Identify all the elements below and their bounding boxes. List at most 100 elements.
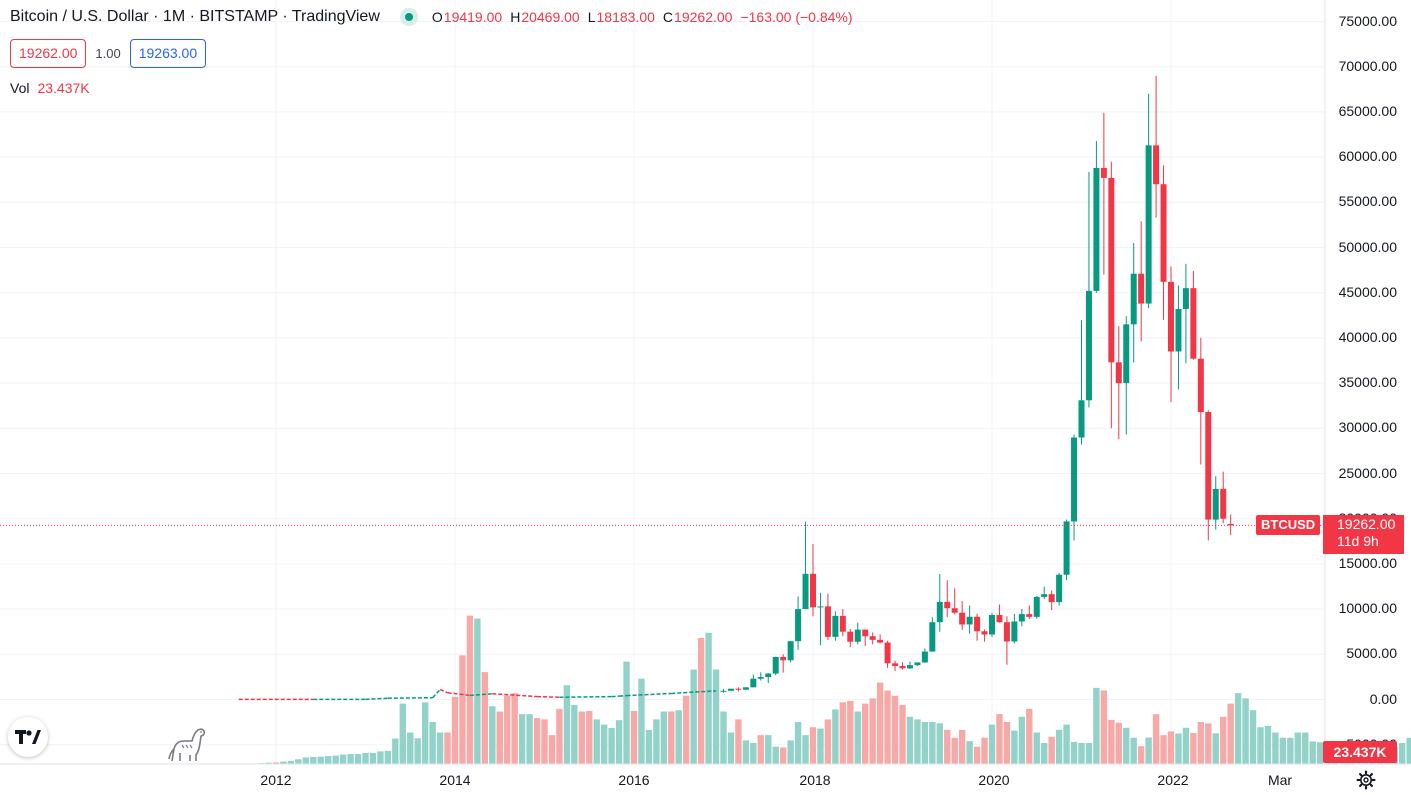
symbol-title[interactable]: Bitcoin / U.S. Dollar · 1M · BITSTAMP · … [10, 8, 380, 25]
price-line-segment [611, 695, 620, 698]
candle [1078, 320, 1085, 445]
buy-price-button[interactable]: 19263.00 [129, 39, 207, 68]
candle [854, 622, 861, 645]
ticker-tag: BTCUSD [1256, 515, 1321, 535]
volume-bar [1100, 690, 1108, 764]
volume-bar [623, 661, 630, 764]
volume-bar [489, 706, 496, 764]
volume-bar [914, 719, 921, 764]
candle [921, 648, 928, 663]
volume-bar [1137, 746, 1145, 764]
candle [1071, 434, 1078, 541]
candle [1205, 410, 1212, 541]
volume-bar [1182, 727, 1190, 764]
volume-bar [1279, 737, 1287, 764]
sell-price-button[interactable]: 19262.00 [10, 39, 87, 68]
volume-bar [1234, 693, 1242, 764]
volume-bar [847, 701, 854, 764]
volume-bar [1220, 716, 1227, 764]
volume-bar [1197, 722, 1205, 764]
last-price-value: 19262.00 [1337, 516, 1396, 532]
volume-bar [1152, 714, 1160, 764]
candle [1182, 263, 1189, 364]
symbol-legend[interactable]: Bitcoin / U.S. Dollar · 1M · BITSTAMP · … [10, 8, 853, 26]
candle [787, 641, 794, 663]
volume-bar [839, 702, 847, 764]
volume-bar [556, 708, 563, 764]
time-axis[interactable]: 2012 2014 2016 2018 2020 2022 Mar [0, 764, 1325, 795]
candle [832, 611, 839, 641]
candle [989, 612, 995, 638]
volume-bar [1070, 741, 1078, 764]
candle [1026, 605, 1033, 620]
volume-bar [862, 703, 869, 764]
volume-bar [958, 729, 966, 764]
volume-bar [630, 710, 638, 764]
volume-bar [421, 702, 429, 764]
volume-bar [757, 735, 764, 764]
last-price-tag: 19262.00 11d 9h [1323, 515, 1404, 554]
price-line-segment [365, 697, 388, 701]
spread-value: 1.00 [95, 46, 121, 61]
volume-bar [1115, 722, 1122, 764]
volume-bar [1018, 716, 1026, 764]
volume-bar [988, 724, 996, 764]
price-line-segment [432, 689, 441, 699]
candle [1063, 519, 1070, 581]
volume-tag: 23.437K [1323, 741, 1397, 763]
candle [914, 662, 921, 667]
volume-bar [541, 719, 548, 764]
price-line-segment [492, 693, 538, 698]
candle [1100, 112, 1107, 275]
volume-bar [518, 714, 526, 764]
candle [974, 613, 981, 641]
volume-bar [1406, 737, 1411, 764]
candlestick-series [720, 75, 1234, 693]
volume-bar [332, 755, 339, 764]
dinosaur-icon[interactable] [168, 727, 210, 763]
close-value: 19262.00 [674, 9, 733, 25]
volume-bar [884, 690, 891, 764]
volume-bar [1123, 727, 1130, 764]
candle [1041, 586, 1048, 600]
volume-bar [600, 724, 608, 764]
tradingview-logo-icon [15, 730, 41, 744]
candle [765, 673, 772, 683]
volume-bar [638, 678, 645, 764]
volume-bar [891, 695, 899, 764]
volume-bar [1108, 719, 1115, 764]
volume-bar [1175, 733, 1182, 764]
low-key: L [587, 9, 596, 25]
candle [1108, 161, 1115, 429]
volume-bar [802, 735, 809, 764]
volume-bar [1212, 733, 1219, 764]
volume-bar [354, 754, 362, 764]
volume-bar [1227, 703, 1234, 764]
ohlc-values: O19419.00 H20469.00 L18183.00 C19262.00 … [432, 9, 853, 25]
candle [1048, 590, 1055, 611]
volume-bar [697, 638, 705, 764]
tradingview-logo[interactable] [8, 717, 48, 757]
trade-buttons: 19262.00 1.00 19263.00 [10, 39, 207, 68]
volume-bar [1205, 723, 1212, 764]
candle [1085, 172, 1092, 408]
price-tick-label: 50000.00 [1338, 238, 1397, 255]
price-line-segment [447, 691, 471, 697]
candle [824, 593, 831, 640]
candle [1153, 75, 1160, 218]
candle [892, 660, 899, 672]
price-tick-label: 65000.00 [1338, 102, 1397, 119]
price-tick-label: 5000.00 [1346, 645, 1397, 662]
volume-bar [899, 704, 906, 764]
settings-gear-icon[interactable] [1356, 770, 1376, 790]
price-line-segment [439, 688, 448, 694]
volume-bar [981, 737, 988, 764]
volume-bar [339, 754, 347, 764]
volume-legend[interactable]: Vol 23.437K [10, 80, 90, 96]
volume-bar [683, 695, 690, 764]
volume-bar [690, 669, 697, 764]
volume-bar [1167, 731, 1175, 764]
volume-bar [1309, 741, 1316, 764]
volume-bar [1242, 698, 1249, 764]
